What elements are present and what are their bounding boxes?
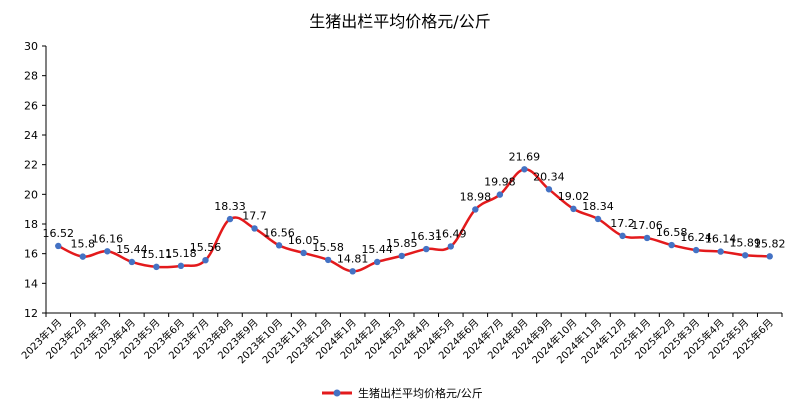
data-label: 15.44 — [361, 243, 393, 256]
data-point — [374, 258, 381, 266]
data-point — [545, 186, 553, 193]
data-point — [692, 246, 700, 254]
y-tick-label: 22 — [24, 159, 38, 172]
data-point — [594, 215, 602, 223]
data-label: 20.34 — [533, 170, 565, 183]
data-point — [251, 225, 258, 232]
data-label: 15.11 — [141, 248, 173, 261]
data-label: 15.44 — [116, 243, 148, 256]
data-point — [177, 262, 185, 270]
data-label: 16.49 — [435, 227, 467, 240]
data-point — [153, 263, 160, 271]
y-axis-ticks: 12 14 16 18 20 22 24 26 28 30 — [24, 40, 46, 320]
y-tick-label: 12 — [24, 307, 38, 320]
data-label: 16.16 — [92, 232, 124, 245]
data-point — [202, 256, 209, 264]
data-point — [349, 268, 356, 275]
data-label: 16.14 — [705, 233, 737, 246]
data-point — [104, 248, 111, 255]
data-labels: 16.5215.816.1615.4415.1115.1815.5618.331… — [43, 150, 786, 265]
y-tick-label: 24 — [24, 129, 38, 142]
data-label: 15.82 — [754, 237, 786, 250]
data-label: 16.31 — [411, 230, 443, 243]
data-point — [766, 253, 773, 260]
data-point — [226, 215, 234, 223]
data-point — [128, 258, 136, 266]
data-point — [643, 234, 651, 242]
data-point — [717, 248, 724, 255]
y-tick-label: 14 — [24, 277, 38, 290]
y-tick-label: 28 — [24, 70, 38, 83]
data-label: 19.02 — [558, 190, 590, 203]
data-label: 17.2 — [610, 217, 635, 230]
data-point — [496, 191, 504, 198]
series-layer — [55, 166, 773, 275]
y-tick-label: 16 — [24, 248, 38, 261]
axes — [45, 46, 782, 314]
data-label: 19.98 — [484, 176, 516, 189]
data-label: 16.05 — [288, 234, 320, 247]
data-label: 15.89 — [729, 236, 761, 249]
data-point — [619, 232, 626, 240]
data-point — [55, 242, 62, 250]
data-label: 16.24 — [680, 231, 712, 244]
y-tick-label: 20 — [24, 188, 38, 201]
data-point — [324, 256, 332, 264]
y-tick-label: 30 — [24, 40, 38, 53]
data-point — [300, 249, 307, 257]
data-label: 18.98 — [460, 190, 492, 203]
data-label: 15.56 — [190, 241, 222, 254]
data-label: 14.81 — [337, 252, 369, 265]
data-label: 15.85 — [386, 237, 418, 250]
data-point — [668, 241, 675, 249]
data-point — [398, 252, 405, 260]
chart-title: 生猪出栏平均价格元/公斤 — [309, 12, 491, 31]
data-label: 15.8 — [71, 238, 96, 251]
data-point — [570, 205, 577, 213]
data-label: 17.06 — [631, 219, 663, 232]
data-point — [447, 243, 454, 250]
data-point — [275, 242, 283, 249]
data-label: 17.7 — [242, 209, 267, 222]
legend: 生猪出栏平均价格元/公斤 — [322, 386, 483, 400]
data-label: 18.34 — [582, 200, 614, 213]
data-label: 16.56 — [263, 226, 295, 239]
x-axis-ticks: 2023年1月2023年2月2023年3月2023年4月2023年5月2023年… — [19, 313, 783, 366]
legend-marker — [333, 389, 341, 397]
data-label: 18.33 — [214, 200, 246, 213]
data-point — [521, 166, 528, 173]
data-point — [79, 253, 87, 260]
data-label: 15.18 — [165, 247, 197, 260]
data-point — [472, 206, 479, 213]
data-label: 15.58 — [312, 241, 344, 254]
data-label: 16.52 — [43, 227, 75, 240]
legend-label: 生猪出栏平均价格元/公斤 — [358, 386, 483, 400]
y-tick-label: 26 — [24, 99, 38, 112]
data-point — [423, 245, 430, 253]
data-point — [742, 252, 749, 259]
data-label: 16.58 — [656, 226, 688, 239]
y-tick-label: 18 — [24, 218, 38, 231]
data-label: 21.69 — [509, 150, 541, 163]
